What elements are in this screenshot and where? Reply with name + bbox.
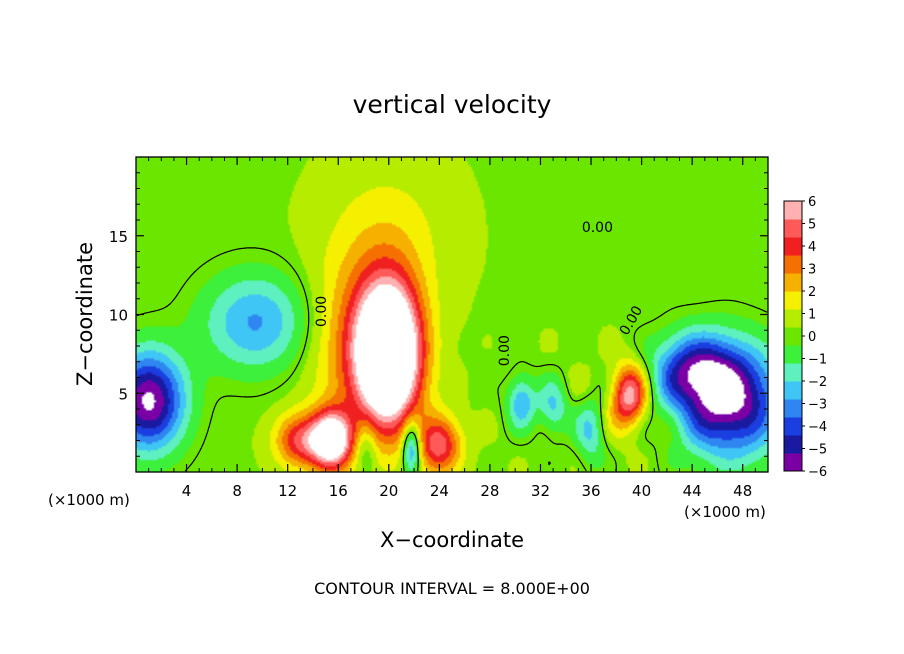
y-tick-label: 5 [118,385,128,403]
x-tick-label: 16 [329,482,348,500]
x-tick-label: 40 [632,482,651,500]
colorbar-swatch [784,291,802,310]
colorbar-tick-label: 1 [808,308,816,323]
colorbar-swatch [784,435,802,454]
colorbar-tick-label: −1 [808,353,827,368]
colorbar-swatch [784,255,802,274]
colorbar-swatch [784,363,802,382]
x-tick-label: 32 [531,482,550,500]
colorbar-swatch [784,327,802,346]
colorbar-swatch [784,309,802,328]
x-unit-left: (×1000 m) [48,491,130,509]
colorbar-swatch [784,345,802,364]
colorbar-tick-label: −6 [808,465,827,480]
x-axis-label: X−coordinate [380,528,524,552]
y-tick-label: 15 [109,228,128,246]
colorbar-tick-label: 5 [808,218,816,233]
colorbar-tick-label: 4 [808,240,816,255]
y-axis: 5 10 15 [109,172,768,457]
colorbar-tick-label: −5 [808,443,827,458]
x-axis: 4 8 12 16 20 24 28 32 36 40 44 48 [148,157,756,500]
x-tick-label: 48 [733,482,752,500]
colorbar-swatch [784,273,802,292]
x-tick-label: 20 [379,482,398,500]
colorbar-swatch [784,381,802,400]
colorbar-swatch [784,399,802,418]
x-tick-label: 24 [430,482,449,500]
x-tick-label: 8 [232,482,242,500]
zero-contours [136,247,768,472]
colorbar-tick-label: 2 [808,285,816,300]
colorbar: 6 5 4 3 2 1 0 −1 −2 −3 −4 −5 −6 [783,195,827,480]
colorbar-tick-label: 0 [808,330,816,345]
y-axis-label: Z−coordinate [73,242,97,386]
colorbar-swatch [784,453,802,472]
contour-label: 0.00 [582,220,613,236]
zero-contour-line [136,247,768,472]
colorbar-swatch [784,237,802,256]
contour-interval-note: CONTOUR INTERVAL = 8.000E+00 [314,579,590,598]
x-tick-label: 36 [581,482,600,500]
colorbar-tick-label: 3 [808,263,816,278]
contour-label: 0.00 [497,335,513,366]
colorbar-tick-label: −4 [808,420,827,435]
colorbar-tick-label: 6 [808,195,816,210]
x-tick-label: 28 [480,482,499,500]
x-tick-label: 4 [182,482,192,500]
plot-area: 0.000.000.000.00 [135,156,769,473]
colorbar-tick-label: −3 [808,398,827,413]
colorbar-swatch [784,417,802,436]
colorbar-swatch [784,201,802,220]
x-unit-right: (×1000 m) [684,503,766,521]
colorbar-swatch [784,219,802,238]
velocity-field [136,157,768,472]
colorbar-tick-label: −2 [808,375,827,390]
contour-label: 0.00 [314,296,330,327]
chart-title: vertical velocity [353,90,552,119]
x-tick-label: 12 [278,482,297,500]
y-tick-label: 10 [109,307,128,325]
x-tick-label: 44 [683,482,702,500]
